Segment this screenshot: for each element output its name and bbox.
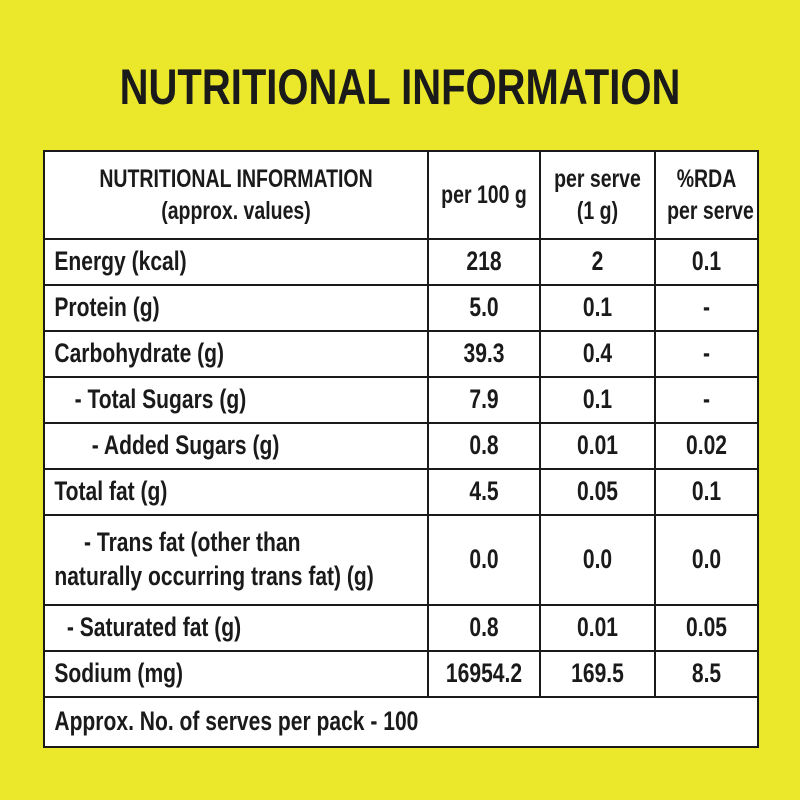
nutrient-name: Sodium (mg) <box>43 650 429 698</box>
per-100g-value: 218 <box>427 238 541 286</box>
header-nutrient-line1: NUTRITIONAL INFORMATION <box>99 164 373 193</box>
table-footer-row: Approx. No. of serves per pack - 100 <box>43 696 759 748</box>
per-serve-value: 169.5 <box>539 650 656 698</box>
table-row: Carbohydrate (g) 39.3 0.4 - <box>43 330 759 378</box>
page-title: NUTRITIONAL INFORMATION <box>119 59 681 115</box>
table-row: - Total Sugars (g) 7.9 0.1 - <box>43 376 759 424</box>
table-row: Energy (kcal) 218 2 0.1 <box>43 238 759 286</box>
header-rda: %RDA per serve <box>654 150 759 240</box>
per-serve-value: 0.1 <box>539 376 656 424</box>
nutrient-name: Total fat (g) <box>43 468 429 516</box>
rda-value: 0.1 <box>654 238 759 286</box>
rda-value: - <box>654 376 759 424</box>
header-nutrient: NUTRITIONAL INFORMATION (approx. values) <box>43 150 429 240</box>
per-serve-value: 0.01 <box>539 604 656 652</box>
per-serve-value: 0.05 <box>539 468 656 516</box>
nutrient-name: Protein (g) <box>43 284 429 332</box>
table-header-row: NUTRITIONAL INFORMATION (approx. values)… <box>43 150 759 240</box>
rda-value: 8.5 <box>654 650 759 698</box>
nutrition-table: NUTRITIONAL INFORMATION (approx. values)… <box>43 150 759 748</box>
rda-value: - <box>654 284 759 332</box>
rda-value: 0.0 <box>654 514 759 606</box>
header-rda-line2: per serve <box>667 197 754 225</box>
nutrient-name: - Added Sugars (g) <box>43 422 429 470</box>
table-row: - Added Sugars (g) 0.8 0.01 0.02 <box>43 422 759 470</box>
table-row: Total fat (g) 4.5 0.05 0.1 <box>43 468 759 516</box>
per-serve-value: 2 <box>539 238 656 286</box>
per-100g-value: 39.3 <box>427 330 541 378</box>
table-row: Protein (g) 5.0 0.1 - <box>43 284 759 332</box>
nutrient-name-line2: naturally occurring trans fat) (g) <box>54 561 374 591</box>
per-100g-value: 4.5 <box>427 468 541 516</box>
nutrient-name: - Total Sugars (g) <box>43 376 429 424</box>
nutrient-name: - Saturated fat (g) <box>43 604 429 652</box>
per-serve-value: 0.0 <box>539 514 656 606</box>
per-100g-value: 0.8 <box>427 422 541 470</box>
per-serve-value: 0.4 <box>539 330 656 378</box>
per-100g-value: 0.0 <box>427 514 541 606</box>
header-per-serve: per serve (1 g) <box>539 150 656 240</box>
nutrient-name: - Trans fat (other than naturally occurr… <box>43 514 429 606</box>
nutrient-name-line1: - Trans fat (other than <box>84 527 301 558</box>
rda-value: 0.02 <box>654 422 759 470</box>
nutrient-name: Carbohydrate (g) <box>43 330 429 378</box>
header-per-serve-line1: per serve <box>554 164 641 193</box>
per-100g-value: 7.9 <box>427 376 541 424</box>
header-per-100g: per 100 g <box>427 150 541 240</box>
header-rda-line1: %RDA <box>676 164 737 193</box>
per-serve-value: 0.01 <box>539 422 656 470</box>
table-row: - Trans fat (other than naturally occurr… <box>43 514 759 606</box>
rda-value: - <box>654 330 759 378</box>
header-nutrient-line2: (approx. values) <box>161 197 311 225</box>
per-100g-value: 5.0 <box>427 284 541 332</box>
table-row: - Saturated fat (g) 0.8 0.01 0.05 <box>43 604 759 652</box>
per-100g-value: 16954.2 <box>427 650 541 698</box>
serves-per-pack: Approx. No. of serves per pack - 100 <box>43 696 759 748</box>
per-100g-value: 0.8 <box>427 604 541 652</box>
rda-value: 0.1 <box>654 468 759 516</box>
header-per-serve-line2: (1 g) <box>576 197 619 225</box>
nutrient-name: Energy (kcal) <box>43 238 429 286</box>
table-row: Sodium (mg) 16954.2 169.5 8.5 <box>43 650 759 698</box>
per-serve-value: 0.1 <box>539 284 656 332</box>
rda-value: 0.05 <box>654 604 759 652</box>
